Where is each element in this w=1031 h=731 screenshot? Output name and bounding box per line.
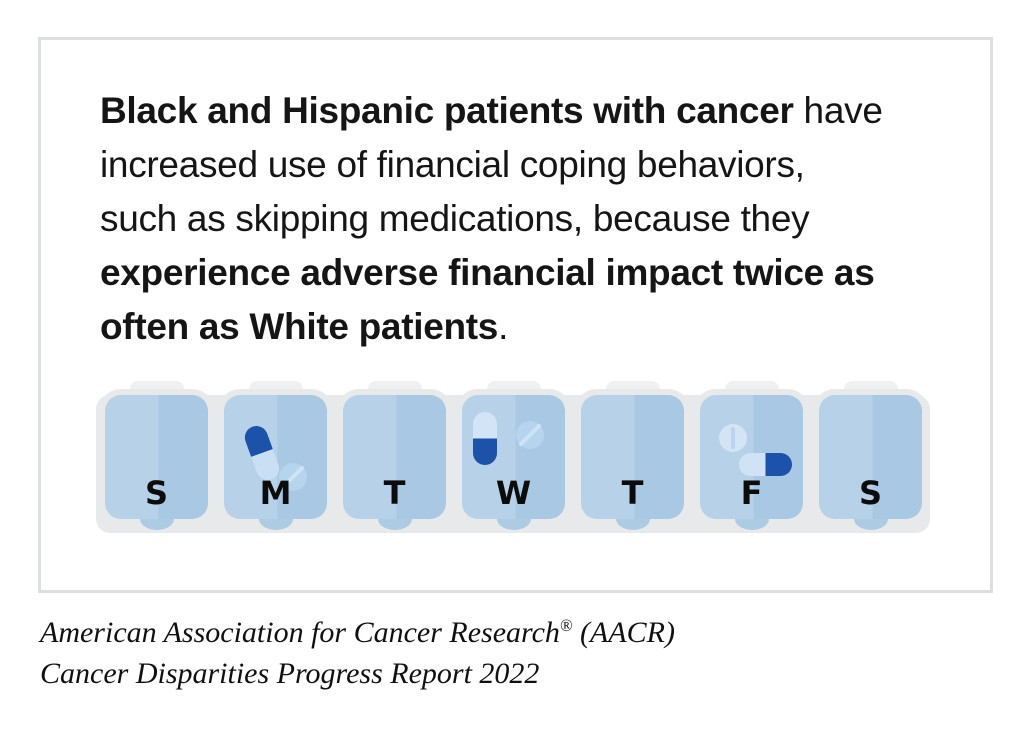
compartment-pills [473,412,544,465]
headline-line: often as White patients. [100,300,883,354]
tablet-pill-icon [279,463,307,491]
tablet-pill-icon [719,424,747,452]
headline-bold-segment: often as White patients [100,306,499,347]
compartment-pills [244,425,307,491]
headline-line: such as skipping medications, because th… [100,192,883,246]
headline-segment: such as skipping medications, because th… [100,198,810,239]
pill-compartment: M [224,395,327,519]
day-label: S [858,474,883,512]
capsule-pill-icon [244,425,280,481]
day-label: M [259,474,292,512]
pill-organizer: S M T [96,381,930,533]
day-label: T [383,474,406,512]
registered-mark: ® [559,616,573,635]
headline-segment: increased use of financial coping behavi… [100,144,805,185]
pill-compartment: T [581,395,684,519]
figure-panel: Black and Hispanic patients with cancer … [38,37,993,593]
attribution-org-abbrev: (AACR) [572,616,675,649]
day-label: F [740,474,763,512]
headline: Black and Hispanic patients with cancer … [100,84,883,354]
headline-bold-segment: experience adverse financial impact twic… [100,252,875,293]
headline-segment: have [793,90,883,131]
compartment-pills [719,424,792,476]
pill-compartment: S [105,395,208,519]
headline-segment: . [498,306,509,347]
pill-compartment: T [343,395,446,519]
headline-line: increased use of financial coping behavi… [100,138,883,192]
day-label: S [144,474,169,512]
pill-compartment: W [462,395,565,519]
attribution-line1: American Association for Cancer Research… [40,612,675,653]
pill-compartment: S [819,395,922,519]
attribution-org-name: American Association for Cancer Research [40,616,560,649]
headline-bold-segment: Black and Hispanic patients with cancer [100,90,794,131]
headline-line: experience adverse financial impact twic… [100,246,883,300]
headline-line: Black and Hispanic patients with cancer … [100,84,883,138]
attribution-line2: Cancer Disparities Progress Report 2022 [40,657,540,690]
day-label: T [621,474,644,512]
tablet-pill-icon [516,421,544,449]
capsule-pill-icon [473,412,497,465]
attribution: American Association for Cancer Research… [40,612,675,694]
pill-compartment: F [700,395,803,519]
capsule-pill-icon [739,453,792,476]
day-label: W [495,474,532,512]
